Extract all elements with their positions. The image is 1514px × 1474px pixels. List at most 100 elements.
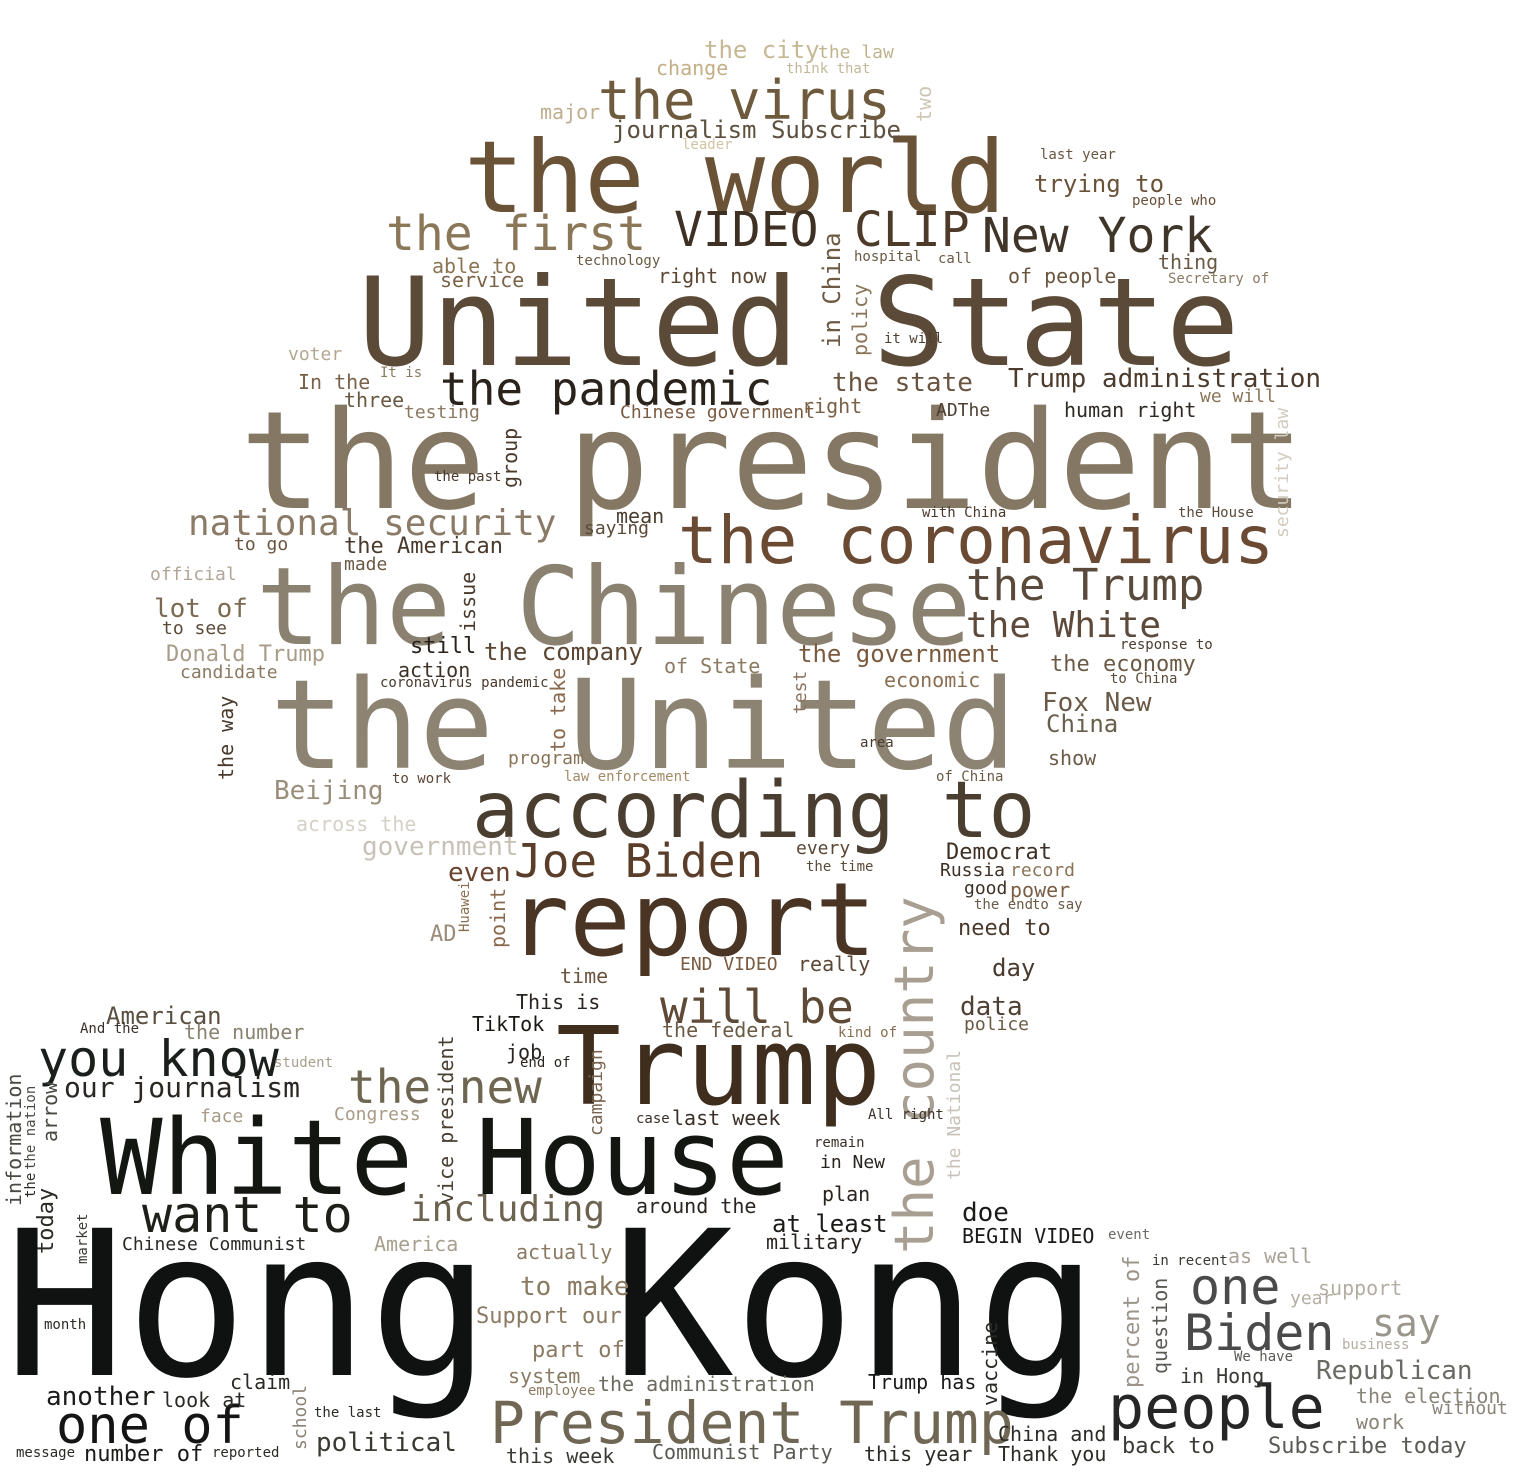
word-of-state: of State xyxy=(664,654,761,678)
word-voter: voter xyxy=(288,344,343,365)
word-to-go: to go xyxy=(234,534,289,555)
word-plan: plan xyxy=(822,1182,871,1206)
word-the-president: the president xyxy=(240,383,1305,541)
word-the-way: the way xyxy=(214,695,238,780)
word-the-company: the company xyxy=(484,638,643,666)
word-trump: Trump xyxy=(556,1005,882,1130)
word-in-china: in China xyxy=(818,232,846,348)
word-america: America xyxy=(374,1232,459,1256)
word-all-right: All right xyxy=(868,1107,944,1123)
word-claim: claim xyxy=(230,1370,291,1394)
word-month: month xyxy=(44,1317,87,1333)
word-we-will: we will xyxy=(1200,386,1276,407)
word-donald-trump: Donald Trump xyxy=(166,642,325,667)
word-last-week: last week xyxy=(672,1106,781,1130)
word-the-city: the city xyxy=(704,36,820,64)
word-case: case xyxy=(636,1111,670,1127)
word-trump-has: Trump has xyxy=(868,1370,977,1394)
word-end-video: END VIDEO xyxy=(680,954,778,975)
word-this-is: This is xyxy=(516,990,601,1014)
word-trump-administration: Trump administration xyxy=(1008,364,1322,394)
word-end-of: end of xyxy=(520,1055,571,1071)
word-government: government xyxy=(362,832,519,862)
word-job: job xyxy=(506,1040,543,1064)
word-major: major xyxy=(540,100,601,124)
word-human-right: human right xyxy=(1064,398,1197,422)
word-every: every xyxy=(796,838,851,859)
word-communist-party: Communist Party xyxy=(652,1440,833,1464)
word-able-to: able to xyxy=(432,254,517,278)
word-market: market xyxy=(75,1213,91,1264)
word-will-be: will be xyxy=(660,980,854,1034)
word-with-china: with China xyxy=(922,505,1007,521)
word-in-hong: in Hong xyxy=(1180,1364,1265,1388)
word-clip: CLIP xyxy=(854,202,970,258)
word-support: support xyxy=(1318,1276,1403,1300)
word-technology: technology xyxy=(576,253,661,269)
word-testing: testing xyxy=(404,402,480,423)
word-united-state: United State xyxy=(358,252,1240,394)
word-good: good xyxy=(964,878,1008,899)
word-at-least: at least xyxy=(772,1210,888,1238)
word-the-law: the law xyxy=(818,42,894,63)
word-another: another xyxy=(46,1382,156,1412)
word-official: official xyxy=(150,564,237,585)
word-today: today xyxy=(34,1187,59,1254)
word-begin-video: BEGIN VIDEO xyxy=(962,1224,1095,1248)
word-video: VIDEO xyxy=(674,202,819,258)
word-people-who: people who xyxy=(1132,193,1217,209)
word-thing: thing xyxy=(1158,250,1219,274)
word-look-at: look at xyxy=(162,1388,247,1412)
word-percent-of: percent of xyxy=(1120,1255,1145,1388)
word-vaccine: vaccine xyxy=(978,1321,1002,1406)
word-the-white: the White xyxy=(966,605,1162,646)
word-chinese-government: Chinese government xyxy=(620,402,816,423)
word-secretary-of: Secretary of xyxy=(1168,271,1270,287)
word-the-united: the United xyxy=(270,654,1017,798)
word-in-the: In the xyxy=(298,370,371,394)
word-point: point xyxy=(486,887,510,948)
word-russia: Russia xyxy=(940,860,1006,881)
word-subscribe-today: Subscribe today xyxy=(1268,1434,1467,1459)
word-in-recent: in recent xyxy=(1152,1253,1228,1269)
word-test: test xyxy=(790,670,811,714)
word-the-house: the House xyxy=(1178,505,1254,521)
word-action: action xyxy=(398,658,471,682)
word-part-of: part of xyxy=(532,1338,625,1363)
word-the-first: the first xyxy=(386,206,647,262)
word-the-past: the past xyxy=(434,469,502,485)
word-the-end: the end xyxy=(974,897,1034,913)
word-to-work: to work xyxy=(392,771,452,787)
word-republican: Republican xyxy=(1316,1356,1473,1386)
word-employee: employee xyxy=(528,1383,596,1399)
word-the-nation: the nation xyxy=(23,1085,39,1170)
word-the-country: the country xyxy=(883,896,946,1254)
word-this-year: this year xyxy=(864,1442,973,1466)
word-it-is: It is xyxy=(380,365,423,381)
word-the-economy: the economy xyxy=(1050,652,1196,677)
word-hong-kong: Hong Kong xyxy=(4,1187,1099,1423)
word-doe: doe xyxy=(962,1198,1009,1228)
word-leader: leader xyxy=(682,137,733,153)
word-law-enforcement: law enforcement xyxy=(564,769,691,785)
word-power: power xyxy=(1010,878,1071,902)
word-to-make: to make xyxy=(520,1272,630,1302)
word-national-security: national security xyxy=(188,503,557,544)
word-security-law: security law xyxy=(1272,407,1293,538)
word-need-to: need to xyxy=(958,916,1051,941)
word-the-new: the new xyxy=(348,1060,542,1114)
word-one-of: one of xyxy=(56,1396,244,1456)
word-police: police xyxy=(964,1014,1030,1035)
word-one: one xyxy=(1190,1258,1281,1316)
word-without: without xyxy=(1432,1398,1508,1419)
word-the-world: the world xyxy=(464,119,1006,236)
word-made: made xyxy=(344,554,388,575)
word-our-journalism: our journalism xyxy=(64,1071,301,1104)
word-to-say: to say xyxy=(1032,897,1083,913)
word-the-national: the National xyxy=(944,1049,965,1180)
word-candidate: candidate xyxy=(180,662,278,683)
word-actually: actually xyxy=(516,1240,613,1264)
word-say: say xyxy=(1372,1301,1441,1345)
word-political: political xyxy=(316,1428,457,1458)
